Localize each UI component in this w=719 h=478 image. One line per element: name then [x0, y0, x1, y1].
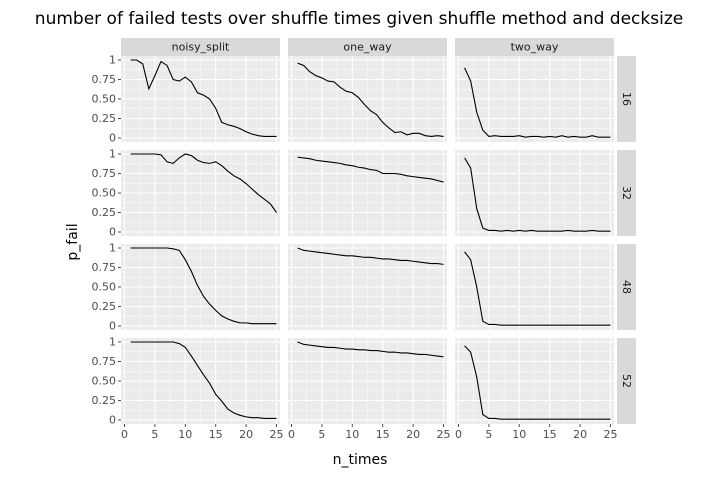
x-tick-label: 15	[376, 428, 390, 441]
x-tick-label: 15	[543, 428, 557, 441]
x-axis-title: n_times	[333, 452, 388, 468]
column-strip-two_way: two_way	[455, 38, 614, 56]
row-strip-background	[617, 56, 636, 142]
x-tick-label: 5	[318, 428, 325, 441]
x-tick-label: 5	[485, 428, 492, 441]
series-line-one_way-52	[297, 341, 444, 358]
panel-noisy_split-32	[121, 150, 280, 236]
y-tick-label: 0.25	[92, 300, 117, 313]
series-line-noisy_split-48	[130, 247, 277, 325]
y-tick-label: 0.75	[92, 261, 117, 274]
series-line-two_way-32	[464, 157, 611, 232]
column-strip-noisy_split: noisy_split	[121, 38, 280, 56]
x-tick-label: 25	[604, 428, 618, 441]
y-axis-title: p_fail	[65, 223, 81, 260]
x-tick-label: 25	[270, 428, 284, 441]
x-tick-label: 20	[573, 428, 587, 441]
series-line-one_way-48	[297, 247, 444, 265]
row-strip-label: 32	[620, 186, 633, 200]
y-tick-label: 0	[109, 132, 116, 145]
y-tick-label: 0.75	[92, 355, 117, 368]
row-strip-label: 48	[620, 280, 633, 294]
panel-noisy_split-16	[121, 56, 280, 142]
y-tick-label: 0.25	[92, 112, 117, 125]
y-tick-label: 0.50	[92, 375, 117, 388]
row-strip-background	[617, 338, 636, 424]
x-tick-label: 20	[406, 428, 420, 441]
row-strip-32: 32	[617, 150, 636, 236]
panel-one_way-52	[288, 338, 447, 424]
y-tick-label: 0	[109, 226, 116, 239]
panel-two_way-32	[455, 150, 614, 236]
panel-two_way-48	[455, 244, 614, 330]
y-tick-label: 1	[109, 148, 116, 161]
y-tick-label: 1	[109, 242, 116, 255]
row-strip-background	[617, 244, 636, 330]
x-tick-label: 15	[209, 428, 223, 441]
y-tick-label: 0.50	[92, 281, 117, 294]
series-line-noisy_split-52	[130, 341, 277, 419]
column-strip-background	[121, 38, 280, 56]
y-tick-label: 0	[109, 320, 116, 333]
x-tick-label: 10	[512, 428, 526, 441]
row-strip-16: 16	[617, 56, 636, 142]
chart-title: number of failed tests over shuffle time…	[35, 9, 683, 29]
x-tick-label: 0	[455, 428, 462, 441]
y-tick-label: 1	[109, 54, 116, 67]
x-tick-label: 20	[239, 428, 253, 441]
series-line-two_way-48	[464, 251, 611, 326]
row-strip-label: 52	[620, 374, 633, 388]
column-strip-background	[455, 38, 614, 56]
x-tick-label: 0	[288, 428, 295, 441]
series-line-one_way-16	[297, 62, 444, 137]
column-strip-label: two_way	[511, 41, 559, 54]
panel-two_way-52	[455, 338, 614, 424]
series-line-two_way-16	[464, 67, 611, 138]
panels-layer	[121, 56, 614, 424]
y-tick-label: 0.50	[92, 187, 117, 200]
x-tick-label: 5	[151, 428, 158, 441]
x-tick-label: 0	[121, 428, 128, 441]
row-strip-label: 16	[620, 92, 633, 106]
axes-layer: 00.250.500.75100.250.500.75100.250.500.7…	[92, 54, 618, 442]
series-line-noisy_split-16	[130, 59, 277, 137]
column-strip-label: noisy_split	[172, 41, 230, 54]
panel-one_way-32	[288, 150, 447, 236]
row-strip-52: 52	[617, 338, 636, 424]
y-tick-label: 1	[109, 336, 116, 349]
column-strip-background	[288, 38, 447, 56]
x-tick-label: 10	[178, 428, 192, 441]
panel-one_way-48	[288, 244, 447, 330]
row-strip-48: 48	[617, 244, 636, 330]
column-strip-one_way: one_way	[288, 38, 447, 56]
panel-one_way-16	[288, 56, 447, 142]
series-line-noisy_split-32	[130, 153, 277, 213]
panel-two_way-16	[455, 56, 614, 142]
x-tick-label: 10	[345, 428, 359, 441]
y-tick-label: 0.25	[92, 206, 117, 219]
column-strip-label: one_way	[343, 41, 392, 54]
panel-noisy_split-52	[121, 338, 280, 424]
y-tick-label: 0	[109, 414, 116, 427]
series-line-two_way-52	[464, 345, 611, 420]
y-tick-label: 0.75	[92, 167, 117, 180]
row-strip-background	[617, 150, 636, 236]
panel-noisy_split-48	[121, 244, 280, 330]
y-tick-label: 0.50	[92, 93, 117, 106]
y-tick-label: 0.75	[92, 73, 117, 86]
y-tick-label: 0.25	[92, 394, 117, 407]
series-line-one_way-32	[297, 156, 444, 183]
strips-layer: 16 32 48 52 noisy_split one_way two_way	[121, 38, 636, 424]
x-tick-label: 25	[437, 428, 451, 441]
